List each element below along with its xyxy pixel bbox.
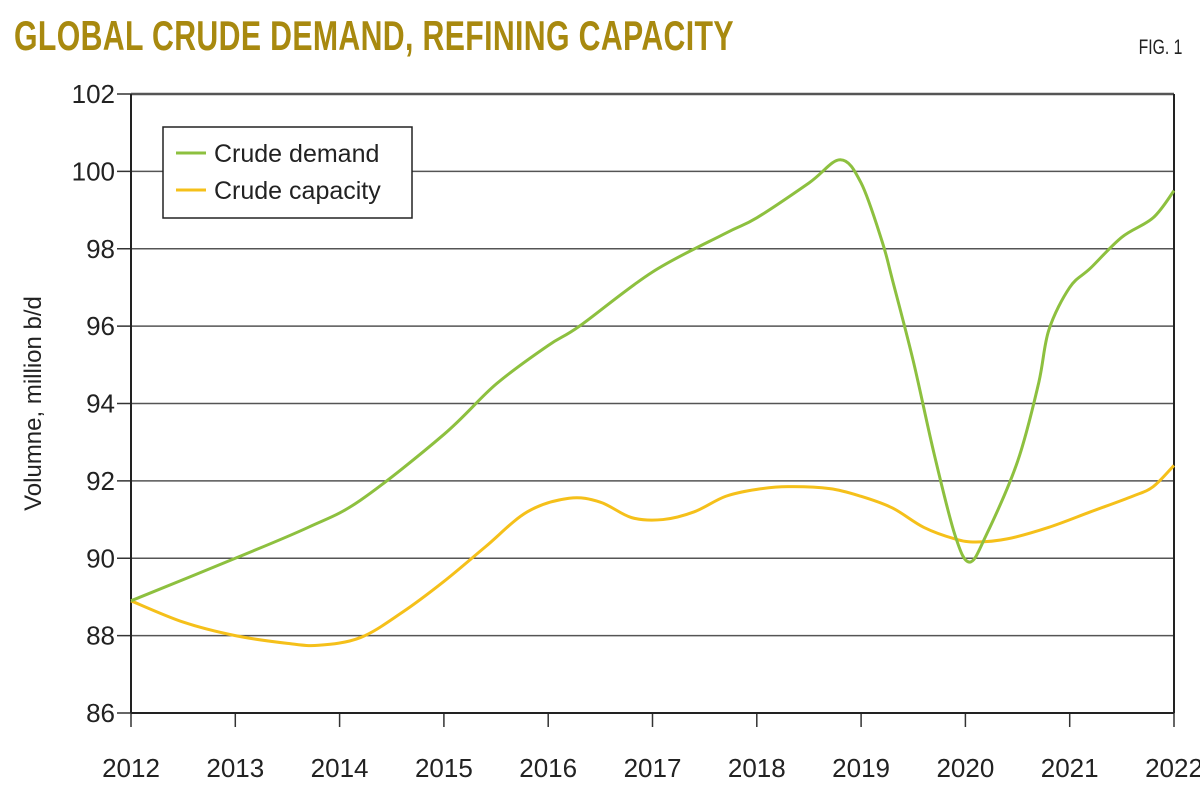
x-tick-label: 2019 [832, 753, 890, 783]
x-tick-label: 2012 [102, 753, 160, 783]
y-tick-label: 98 [86, 234, 115, 264]
series-line-crude-capacity [130, 464, 1176, 648]
x-tick-label: 2016 [519, 753, 577, 783]
legend-box [162, 126, 413, 219]
y-tick-label: 86 [86, 698, 115, 728]
x-tick-label: 2021 [1041, 753, 1099, 783]
figure-label: FIG. 1 [1138, 36, 1182, 59]
x-tick-label: 2014 [311, 753, 369, 783]
chart-title: GLOBAL CRUDE DEMAND, REFINING CAPACITY [14, 12, 734, 59]
x-tick-label: 2022 [1145, 753, 1200, 783]
y-tick-label: 90 [86, 543, 115, 573]
x-tick-label: 2017 [624, 753, 682, 783]
legend-label: Crude capacity [214, 177, 381, 205]
legend-label: Crude demand [214, 140, 379, 168]
y-tick-label: 102 [72, 79, 115, 109]
x-tick-label: 2018 [728, 753, 786, 783]
y-tick-label: 100 [72, 156, 115, 186]
x-tick-label: 2015 [415, 753, 473, 783]
y-tick-label: 96 [86, 311, 115, 341]
y-tick-label: 94 [86, 389, 115, 419]
legend: Crude demand Crude capacity [162, 126, 413, 219]
series-line-crude-demand [130, 158, 1176, 603]
y-tick-label: 88 [86, 621, 115, 651]
x-tick-label: 2013 [206, 753, 264, 783]
y-axis-label: Volumne, million b/d [20, 296, 47, 511]
x-tick-label: 2020 [936, 753, 994, 783]
y-tick-label: 92 [86, 466, 115, 496]
